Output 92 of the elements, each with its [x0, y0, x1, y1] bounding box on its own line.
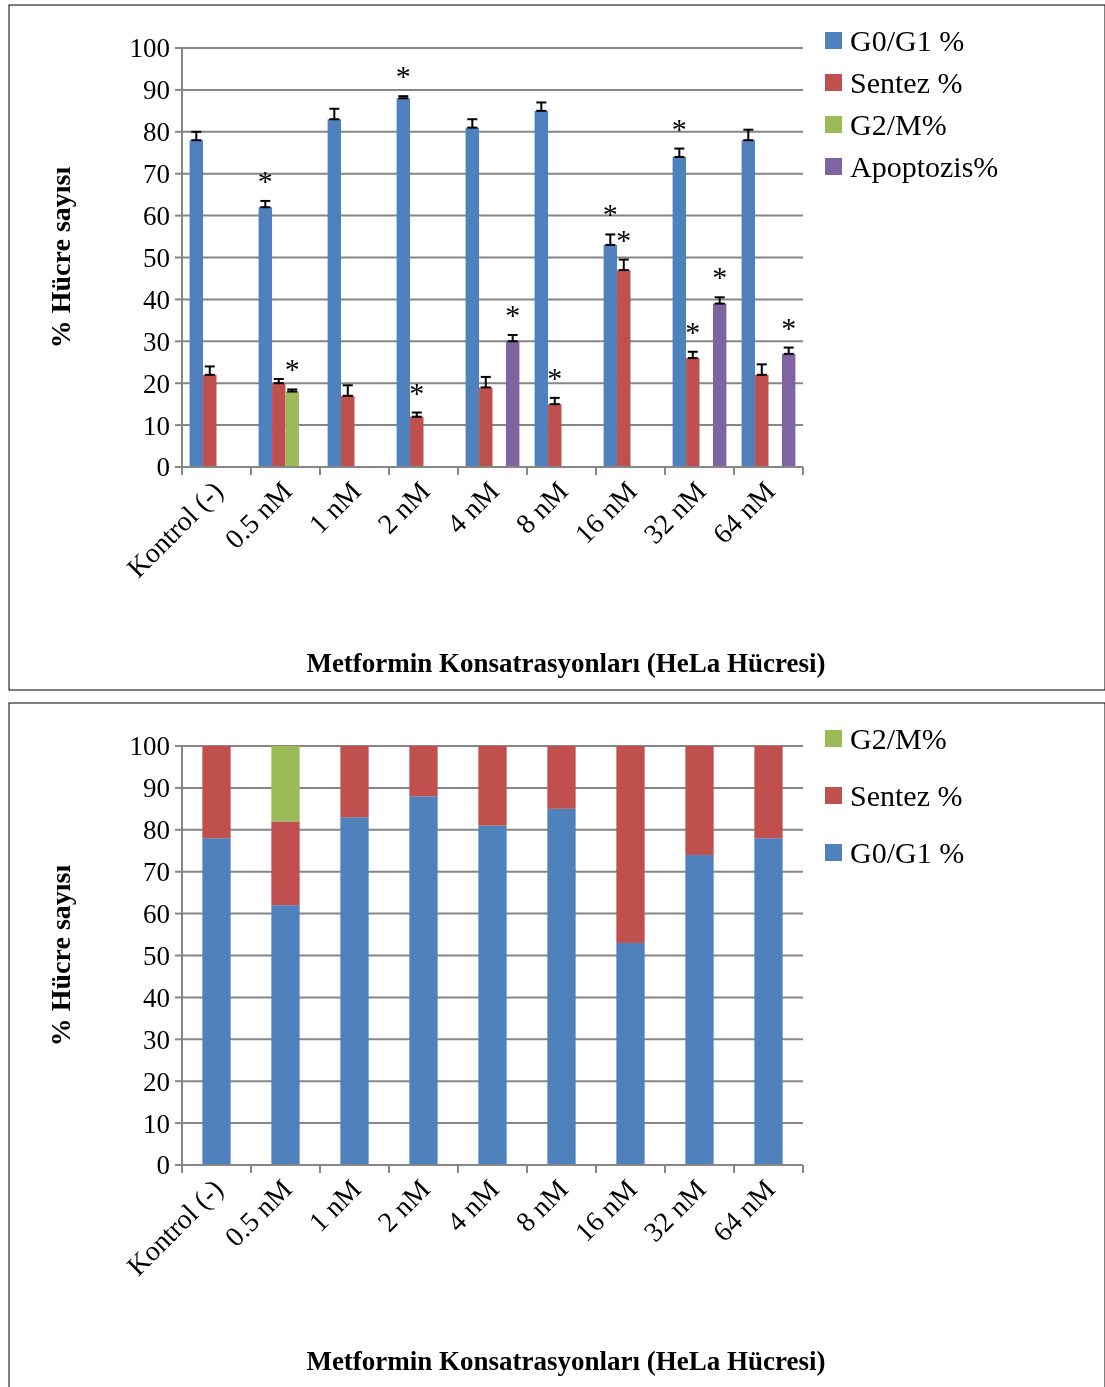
legend-label: G0/G1 % — [850, 23, 965, 57]
y-tick-label: 40 — [143, 284, 170, 315]
bar — [479, 387, 493, 467]
y-axis-title: % Hücre sayısı — [45, 864, 76, 1047]
bar — [686, 358, 700, 467]
bar — [548, 404, 562, 467]
bar — [616, 942, 645, 1165]
bar — [340, 746, 369, 818]
bar — [285, 391, 299, 467]
y-tick-label: 10 — [143, 1108, 170, 1139]
bar — [712, 303, 727, 467]
x-tick-label: 2 nM — [371, 1173, 436, 1238]
y-tick-label: 60 — [143, 201, 170, 232]
y-tick-label: 30 — [143, 1024, 170, 1055]
y-tick-label: 20 — [143, 368, 170, 399]
data-label: * — [671, 111, 687, 145]
bar — [465, 127, 480, 467]
y-tick-label: 10 — [143, 410, 170, 441]
legend-label: Apoptozis% — [850, 149, 999, 183]
bar — [409, 746, 438, 797]
data-label: * — [547, 360, 563, 394]
bar — [685, 854, 714, 1165]
bar — [672, 156, 687, 467]
y-tick-label: 70 — [143, 159, 170, 190]
bar — [203, 374, 217, 467]
bar — [396, 98, 411, 467]
data-label: * — [685, 314, 701, 348]
legend-label: Sentez % — [850, 65, 963, 99]
data-label: * — [409, 375, 425, 409]
data-label: * — [616, 222, 632, 256]
bar — [755, 374, 769, 467]
bar — [547, 746, 576, 809]
bar — [271, 746, 300, 822]
x-axis-title: Metformin Konsatrasyonları (HeLa Hücresi) — [306, 648, 826, 678]
y-tick-label: 100 — [129, 33, 170, 64]
y-tick-label: 50 — [143, 940, 170, 971]
bar — [741, 140, 756, 467]
y-tick-label: 100 — [129, 731, 170, 762]
y-tick-label: 40 — [143, 982, 170, 1013]
bar — [409, 796, 438, 1165]
bar — [685, 746, 714, 855]
y-tick-label: 80 — [143, 815, 170, 846]
y-tick-label: 90 — [143, 75, 170, 106]
data-label: * — [395, 59, 411, 93]
bar — [534, 110, 549, 467]
bar — [410, 416, 424, 467]
data-label: * — [284, 352, 300, 386]
bar — [341, 395, 355, 467]
bar — [340, 817, 369, 1165]
bar — [478, 746, 507, 826]
y-tick-label: 60 — [143, 899, 170, 930]
y-tick-label: 0 — [156, 1150, 170, 1181]
x-tick-label: 1 nM — [302, 475, 367, 540]
bar — [617, 270, 631, 467]
bar — [547, 808, 576, 1165]
bar — [258, 207, 273, 467]
data-label: * — [712, 260, 728, 294]
data-label: * — [257, 163, 273, 197]
bar — [754, 746, 783, 839]
bar — [616, 746, 645, 943]
y-tick-label: 50 — [143, 242, 170, 273]
bar — [271, 821, 300, 906]
bar — [505, 341, 520, 467]
bar — [781, 353, 796, 467]
x-tick-label: 1 nM — [302, 1173, 367, 1238]
y-tick-label: 70 — [143, 857, 170, 888]
y-tick-label: 0 — [156, 452, 170, 483]
data-label: * — [781, 310, 797, 344]
bar — [478, 825, 507, 1165]
y-tick-label: 30 — [143, 326, 170, 357]
data-label: * — [602, 197, 618, 231]
x-tick-label: 2 nM — [371, 475, 436, 540]
y-tick-label: 90 — [143, 773, 170, 804]
x-tick-label: 4 nM — [440, 475, 505, 540]
legend-label: G2/M% — [850, 721, 947, 755]
bar — [603, 244, 618, 467]
legend-label: G0/G1 % — [850, 835, 965, 869]
bar — [327, 119, 342, 467]
bar — [754, 838, 783, 1165]
legend-label: G2/M% — [850, 107, 947, 141]
bar — [202, 746, 231, 839]
x-axis-title: Metformin Konsatrasyonları (HeLa Hücresi) — [306, 1346, 826, 1376]
bar — [271, 905, 300, 1165]
legend-label: Sentez % — [850, 778, 963, 812]
bar — [202, 838, 231, 1165]
y-tick-label: 20 — [143, 1066, 170, 1097]
y-tick-label: 80 — [143, 117, 170, 148]
y-axis-title: % Hücre sayısı — [45, 166, 76, 349]
x-tick-label: 4 nM — [440, 1173, 505, 1238]
bar — [272, 383, 286, 467]
bar — [189, 140, 204, 467]
data-label: * — [505, 298, 521, 332]
